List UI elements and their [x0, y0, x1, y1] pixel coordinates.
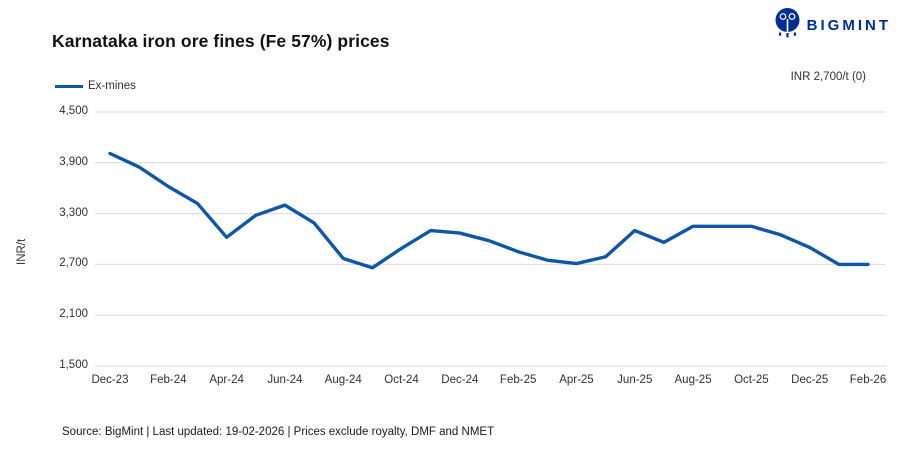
x-tick-label: Jun-25	[617, 374, 653, 386]
brand-wordmark: BIGMINT	[806, 16, 891, 34]
y-tick-label: 3,300	[59, 206, 88, 219]
x-tick-label: Aug-25	[674, 374, 712, 386]
x-tick-label: Apr-25	[559, 374, 594, 386]
x-tick-label: Apr-24	[209, 374, 244, 386]
y-tick-label: 2,100	[59, 308, 88, 321]
legend-label: Ex-mines	[88, 80, 136, 92]
legend-ex-mines[interactable]: Ex-mines	[55, 80, 136, 92]
x-tick-label: Dec-23	[91, 374, 129, 386]
y-tick-label: 3,900	[59, 155, 88, 168]
bigmint-logo-icon	[774, 7, 801, 43]
x-tick-label: Aug-24	[324, 374, 362, 386]
x-tick-label: Dec-25	[791, 374, 829, 386]
y-tick-label: 1,500	[59, 359, 88, 371]
x-tick-label: Dec-24	[441, 374, 479, 386]
y-tick-label: 4,500	[59, 105, 88, 117]
y-tick-label: 2,700	[59, 257, 88, 270]
x-tick-label: Jun-24	[267, 374, 303, 386]
brand-logo: BIGMINT	[774, 7, 891, 43]
source-footer: Source: BigMint | Last updated: 19-02-20…	[62, 426, 495, 438]
series-line-ex-mines	[108, 151, 870, 270]
page-title: Karnataka iron ore fines (Fe 57%) prices	[52, 31, 390, 51]
legend-line-swatch	[55, 84, 83, 88]
x-tick-label: Feb-25	[499, 374, 537, 386]
x-tick-label: Feb-26	[849, 374, 887, 386]
x-tick-label: Oct-24	[384, 374, 419, 386]
latest-price-annotation: INR 2,700/t (0)	[790, 71, 866, 83]
x-tick-label: Oct-25	[734, 374, 769, 386]
x-tick-label: Feb-24	[150, 374, 187, 386]
